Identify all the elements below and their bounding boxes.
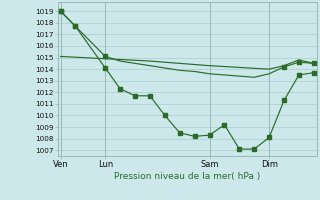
X-axis label: Pression niveau de la mer( hPa ): Pression niveau de la mer( hPa ): [114, 172, 260, 181]
